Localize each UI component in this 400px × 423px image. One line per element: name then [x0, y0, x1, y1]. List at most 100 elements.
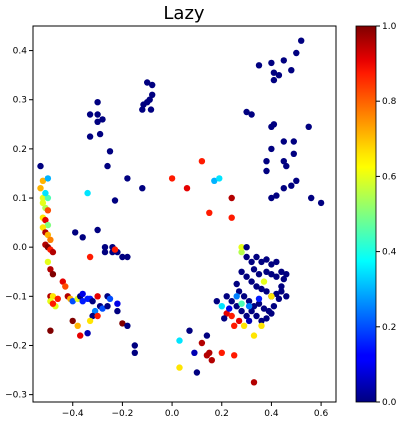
- data-point: [39, 177, 47, 184]
- data-point: [238, 244, 245, 251]
- data-point: [44, 194, 52, 202]
- data-point: [233, 303, 240, 310]
- data-point: [268, 310, 275, 317]
- y-tick-label: 0.0: [13, 243, 28, 253]
- data-point: [203, 352, 211, 359]
- data-point: [275, 295, 283, 302]
- data-point: [298, 37, 305, 44]
- data-point: [250, 379, 258, 386]
- data-point: [228, 298, 235, 305]
- data-point: [250, 266, 258, 273]
- data-point: [191, 349, 198, 356]
- data-point: [101, 244, 109, 251]
- data-point: [39, 224, 47, 231]
- axes-frame: [32, 25, 337, 403]
- data-point: [270, 121, 278, 128]
- data-point: [111, 246, 119, 253]
- data-point: [260, 305, 268, 312]
- data-point: [149, 81, 156, 89]
- data-point: [243, 244, 250, 251]
- data-point: [245, 317, 253, 325]
- data-point: [275, 72, 283, 79]
- data-point: [248, 258, 255, 266]
- data-point: [94, 293, 101, 300]
- data-point: [243, 108, 250, 116]
- data-point: [255, 295, 263, 302]
- data-point: [226, 305, 233, 312]
- data-point: [47, 266, 54, 273]
- data-point: [248, 307, 255, 315]
- data-point: [317, 199, 325, 207]
- data-point: [47, 236, 54, 243]
- colorbar-tick-label: 0.2: [382, 323, 396, 333]
- x-tick-label: 0.6: [314, 409, 329, 419]
- x-tick-label: −0.2: [111, 409, 133, 419]
- data-point: [255, 62, 263, 69]
- data-point: [283, 271, 290, 278]
- data-point: [263, 167, 270, 175]
- data-point: [290, 150, 297, 157]
- data-point: [72, 229, 79, 236]
- data-point: [243, 273, 250, 280]
- data-point: [94, 118, 101, 126]
- data-point: [79, 234, 86, 241]
- data-point: [49, 248, 57, 256]
- data-point: [203, 332, 211, 339]
- data-point: [44, 231, 52, 239]
- data-point: [283, 293, 290, 300]
- data-point: [44, 175, 52, 182]
- data-point: [268, 271, 275, 278]
- data-point: [263, 315, 270, 322]
- data-point: [278, 283, 285, 290]
- data-point: [99, 305, 106, 312]
- data-point: [94, 226, 101, 234]
- data-point: [283, 162, 290, 170]
- data-point: [293, 177, 300, 184]
- data-point: [44, 207, 52, 214]
- data-point: [231, 322, 238, 329]
- data-point: [183, 185, 191, 192]
- data-point: [147, 106, 155, 113]
- data-point: [248, 278, 255, 285]
- data-point: [258, 258, 265, 266]
- colorbar-tick-label: 0.4: [382, 248, 397, 258]
- data-point: [280, 57, 287, 64]
- data-point: [62, 283, 69, 290]
- data-point: [228, 214, 235, 221]
- data-point: [240, 322, 248, 329]
- data-point: [253, 253, 260, 261]
- data-point: [258, 317, 265, 325]
- data-point: [293, 49, 300, 57]
- data-point: [49, 293, 57, 300]
- x-tick-label: −0.4: [62, 409, 84, 419]
- data-point: [144, 79, 151, 86]
- data-point: [268, 59, 275, 67]
- colorbar-ticks: 0.0 0.2 0.4 0.6 0.8 1.0: [376, 22, 397, 408]
- data-point: [280, 138, 287, 145]
- data-point: [280, 185, 287, 192]
- y-tick-label: −0.2: [5, 341, 27, 351]
- data-point: [260, 278, 268, 285]
- data-point: [39, 194, 47, 202]
- data-point: [74, 322, 81, 329]
- data-point: [258, 322, 265, 329]
- data-point: [86, 111, 94, 118]
- data-point: [218, 303, 225, 310]
- data-point: [280, 275, 287, 283]
- data-point: [198, 339, 206, 347]
- data-point: [119, 253, 126, 261]
- data-point: [278, 288, 285, 295]
- data-point: [233, 293, 240, 300]
- data-point: [288, 182, 295, 189]
- data-point: [213, 298, 220, 305]
- data-point: [268, 194, 275, 202]
- data-point: [273, 290, 280, 298]
- data-point: [270, 303, 278, 310]
- data-point: [131, 349, 138, 356]
- data-point: [235, 317, 243, 325]
- data-point: [42, 189, 49, 197]
- x-tick-label: 0.0: [165, 409, 180, 419]
- data-point: [99, 116, 106, 123]
- data-point: [263, 288, 270, 295]
